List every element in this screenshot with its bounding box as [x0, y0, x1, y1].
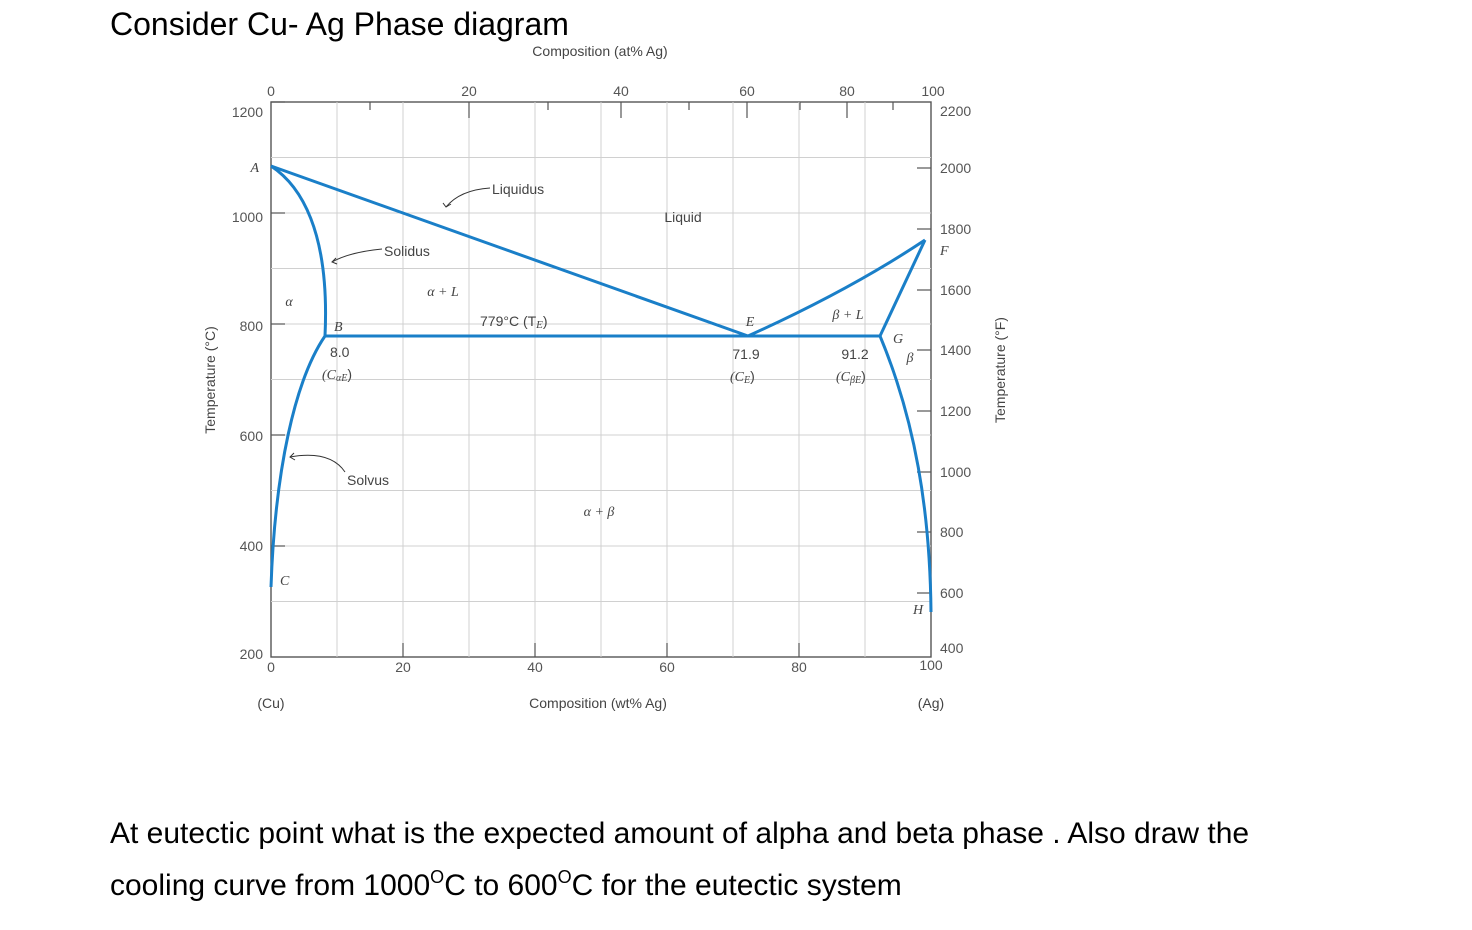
- left-tick: 400: [240, 538, 264, 554]
- right-tick: 1200: [940, 403, 971, 419]
- top-axis-title: Composition (at% Ag): [532, 43, 667, 59]
- solvus-pointer: [289, 454, 346, 473]
- phase-boundaries: [269, 164, 933, 613]
- alpha-composition-value: 8.0: [330, 344, 350, 360]
- right-tick: 800: [940, 524, 964, 540]
- point-f-label: F: [939, 244, 949, 259]
- solvus-line-alpha: [269, 335, 327, 588]
- bottom-tick: 60: [659, 659, 675, 675]
- right-tick: 2200: [940, 103, 971, 119]
- liquid-label: Liquid: [664, 209, 701, 225]
- left-tick: 1200: [232, 104, 263, 120]
- point-c-label: C: [280, 574, 290, 589]
- top-tick: 0: [267, 83, 275, 99]
- point-g-label: G: [893, 332, 903, 347]
- point-h-label: H: [912, 603, 924, 618]
- point-a-label: A: [249, 161, 259, 176]
- left-tick: 200: [240, 646, 264, 662]
- beta-composition-value: 91.2: [841, 346, 868, 362]
- solvus-label: Solvus: [347, 472, 389, 488]
- solidus-line-beta: [878, 239, 927, 337]
- liquidus-pointer: [445, 187, 491, 208]
- top-tick: 20: [461, 83, 477, 99]
- right-tick: 1600: [940, 282, 971, 298]
- right-tick: 1000: [940, 464, 971, 480]
- bottom-tick: 100: [919, 657, 943, 673]
- alpha-label: α: [285, 295, 293, 310]
- solidus-line-alpha: [270, 164, 328, 337]
- left-tick: 600: [240, 428, 264, 444]
- alpha-plus-beta-label: α + β: [584, 505, 615, 520]
- alpha-plus-liquid-label: α + L: [427, 285, 459, 300]
- ag-label: (Ag): [918, 695, 944, 711]
- right-tick: 2000: [940, 160, 971, 176]
- right-tick: 1800: [940, 221, 971, 237]
- eutectic-composition-label: (CE): [730, 368, 755, 386]
- question-line-1: At eutectic point what is the expected a…: [110, 817, 1250, 850]
- eutectic-temp-label: 779°C (TE): [480, 313, 548, 331]
- bottom-tick: 20: [395, 659, 411, 675]
- left-tick: 800: [240, 318, 264, 334]
- liquidus-line-alpha: [270, 164, 749, 338]
- label-pointers: [289, 187, 491, 473]
- solidus-label: Solidus: [384, 243, 430, 259]
- liquidus-label: Liquidus: [492, 181, 544, 197]
- cu-label: (Cu): [257, 695, 284, 711]
- point-b-label: B: [334, 320, 343, 335]
- liquidus-line-beta: [747, 238, 926, 338]
- alpha-composition-label: (CαE): [322, 366, 352, 384]
- question-line-2: cooling curve from 1000OC to 600OC for t…: [110, 867, 902, 902]
- bottom-tick: 0: [267, 659, 275, 675]
- bottom-tick: 40: [527, 659, 543, 675]
- right-axis-title: Temperature (°F): [992, 317, 1008, 423]
- question-title: Consider Cu- Ag Phase diagram: [110, 6, 569, 42]
- right-tick: 600: [940, 585, 964, 601]
- question-text: At eutectic point what is the expected a…: [110, 808, 1450, 912]
- left-tick: 1000: [232, 209, 263, 225]
- top-tick: 80: [839, 83, 855, 99]
- beta-label: β: [906, 351, 914, 366]
- top-tick: 40: [613, 83, 629, 99]
- eutectic-composition-value: 71.9: [732, 346, 759, 362]
- solidus-pointer: [331, 248, 383, 263]
- bottom-axis-title: Composition (wt% Ag): [529, 695, 667, 711]
- right-tick: 400: [940, 640, 964, 656]
- grid: [271, 102, 931, 657]
- top-tick: 100: [921, 83, 945, 99]
- beta-plus-liquid-label: β + L: [831, 308, 863, 323]
- left-axis-title: Temperature (°C): [202, 326, 218, 434]
- bottom-tick: 80: [791, 659, 807, 675]
- beta-composition-label: (CβE): [836, 368, 866, 386]
- point-e-label: E: [745, 315, 755, 330]
- solvus-line-beta: [878, 335, 933, 613]
- right-tick: 1400: [940, 342, 971, 358]
- axis-ticks: [271, 101, 931, 657]
- top-tick: 60: [739, 83, 755, 99]
